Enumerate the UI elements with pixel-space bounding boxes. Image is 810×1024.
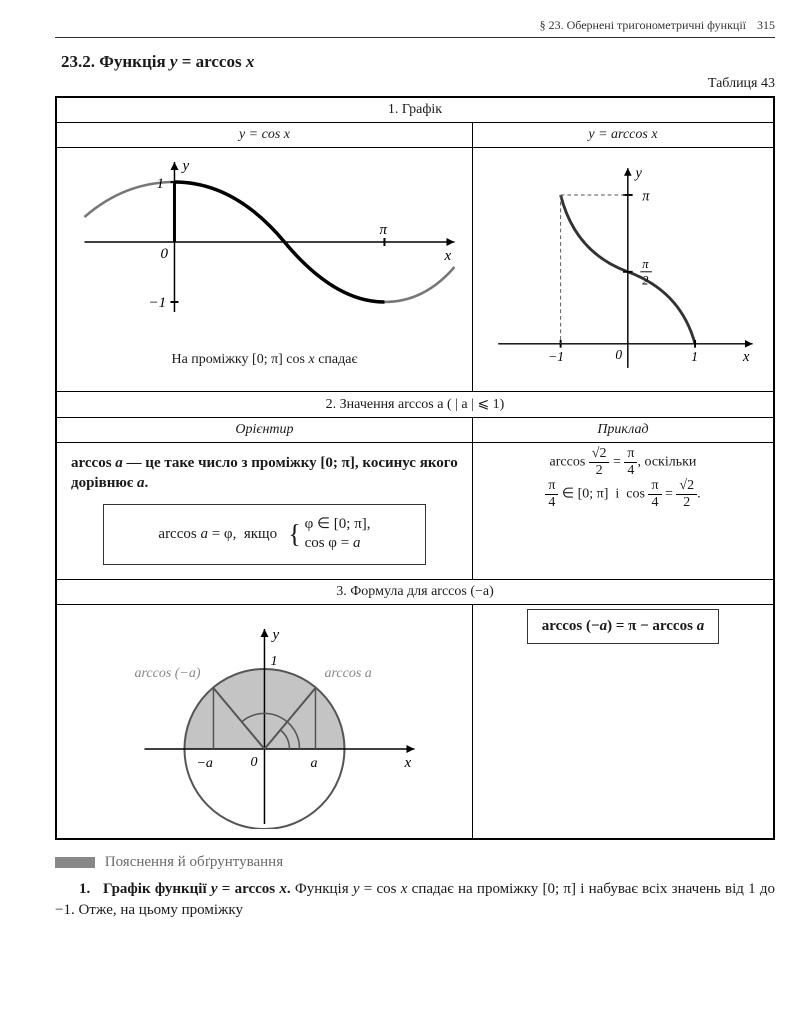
arccos-graph: y x π π 2 −1 1 0 xyxy=(479,152,767,382)
svg-text:x: x xyxy=(443,248,451,264)
cos-graph-cell: y x 1 −1 π 0 xyxy=(56,148,472,348)
svg-text:a: a xyxy=(310,756,317,771)
svg-text:1: 1 xyxy=(691,349,698,364)
explain-body: 1. Графік функції y = arccos x. Функція … xyxy=(55,879,775,921)
arccos-title: y = arccos x xyxy=(472,123,774,148)
row2-header: 2. Значення arccos a ( | a | ⩽ 1) xyxy=(56,392,774,418)
svg-text:arccos a: arccos a xyxy=(324,666,371,681)
orient-formula-box: arccos a = φ, якщо { φ ∈ [0; π],cos φ = … xyxy=(103,504,425,565)
svg-text:−a: −a xyxy=(196,756,212,771)
svg-text:π: π xyxy=(642,189,650,205)
svg-text:−1: −1 xyxy=(548,349,564,364)
orient-definition: arccos a — це таке число з проміжку [0; … xyxy=(63,447,466,498)
page-header: § 23. Обернені тригонометричні функції 3… xyxy=(55,18,775,38)
chapter-ref: § 23. Обернені тригонометричні функції xyxy=(540,18,746,32)
svg-text:0: 0 xyxy=(250,755,257,770)
svg-text:arccos (−a): arccos (−a) xyxy=(134,666,200,681)
svg-text:1: 1 xyxy=(270,654,277,669)
svg-text:1: 1 xyxy=(156,176,164,192)
main-table: 1. Графік y = cos x y = arccos x y x 1 xyxy=(55,96,775,840)
example-cell: arccos √22 = π4, оскільки π4 ∈ [0; π] і … xyxy=(472,443,774,580)
orient-cell: arccos a — це таке число з проміжку [0; … xyxy=(56,443,472,580)
table-label: Таблиця 43 xyxy=(55,76,775,92)
svg-text:π: π xyxy=(379,222,387,238)
unit-circle-cell: y x arccos (−a) arccos a 1 −a a 0 xyxy=(56,604,472,839)
orient-title: Орієнтир xyxy=(56,418,472,443)
grey-bar-icon xyxy=(55,857,95,868)
neg-formula-cell: arccos (−a) = π − arccos a xyxy=(472,604,774,839)
unit-circle: y x arccos (−a) arccos a 1 −a a 0 xyxy=(63,609,466,829)
cos-title: y = cos x xyxy=(56,123,472,148)
svg-text:0: 0 xyxy=(160,246,168,262)
example-line1: arccos √22 = π4, оскільки xyxy=(479,447,767,479)
svg-text:π: π xyxy=(642,257,649,271)
neg-formula-box: arccos (−a) = π − arccos a xyxy=(527,609,719,644)
cos-graph: y x 1 −1 π 0 xyxy=(63,152,466,322)
row3-header: 3. Формула для arccos (−a) xyxy=(56,579,774,604)
svg-text:y: y xyxy=(270,627,279,643)
section-title: 23.2. Функція y = arccos x xyxy=(61,52,775,72)
page-number: 315 xyxy=(757,18,775,32)
example-line2: π4 ∈ [0; π] і cos π4 = √22. xyxy=(479,479,767,511)
svg-text:x: x xyxy=(403,755,411,771)
svg-text:x: x xyxy=(742,349,750,365)
svg-text:y: y xyxy=(180,158,189,174)
svg-text:y: y xyxy=(633,166,642,182)
svg-text:2: 2 xyxy=(642,273,648,287)
svg-text:−1: −1 xyxy=(148,295,166,311)
svg-text:0: 0 xyxy=(615,347,622,362)
cos-caption: На проміжку [0; π] cos x спадає xyxy=(56,348,472,392)
row1-header: 1. Графік xyxy=(56,97,774,123)
example-title: Приклад xyxy=(472,418,774,443)
arccos-graph-cell: y x π π 2 −1 1 0 xyxy=(472,148,774,392)
explain-header: Пояснення й обґрунтування xyxy=(55,854,775,871)
